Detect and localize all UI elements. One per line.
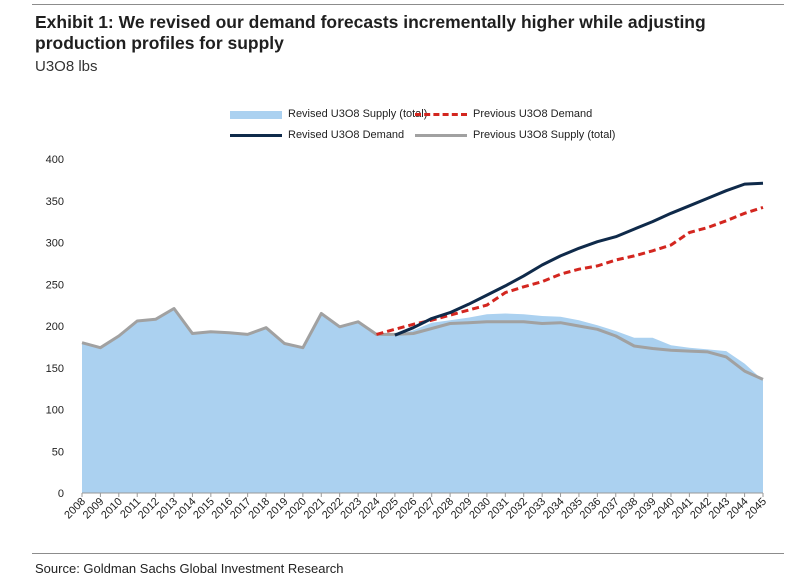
- legend-item-revised-supply: Revised U3O8 Supply (total): [230, 108, 427, 120]
- legend-swatch-previous-supply: [415, 134, 467, 137]
- legend-item-previous-demand: Previous U3O8 Demand: [415, 108, 592, 120]
- y-tick-label: 150: [46, 363, 64, 375]
- series-area-revised-supply: [82, 308, 763, 493]
- y-tick-label: 250: [46, 279, 64, 291]
- y-tick-label: 50: [52, 446, 64, 458]
- y-tick-label: 350: [46, 196, 64, 208]
- y-tick-label: 200: [46, 321, 64, 333]
- top-rule: [32, 4, 784, 5]
- legend-label-previous-supply: Previous U3O8 Supply (total): [473, 129, 616, 141]
- bottom-rule: [32, 553, 784, 554]
- chart-legend: Revised U3O8 Supply (total) Previous U3O…: [230, 108, 650, 148]
- legend-swatch-revised-supply: [230, 111, 282, 119]
- x-tick-label: 2045: [743, 496, 769, 522]
- source-note: Source: Goldman Sachs Global Investment …: [35, 561, 344, 576]
- series-line-previous-supply: [81, 307, 764, 381]
- y-tick-label: 400: [46, 154, 64, 166]
- legend-label-previous-demand: Previous U3O8 Demand: [473, 108, 593, 120]
- legend-swatch-revised-demand: [230, 134, 282, 137]
- y-tick-label: 300: [46, 238, 64, 250]
- legend-item-revised-demand: Revised U3O8 Demand: [230, 129, 404, 141]
- legend-swatch-previous-demand: [415, 113, 467, 116]
- legend-label-revised-supply: Revised U3O8 Supply (total): [288, 108, 428, 120]
- exhibit-title: Exhibit 1: We revised our demand forecas…: [35, 12, 706, 53]
- legend-item-previous-supply: Previous U3O8 Supply (total): [415, 129, 615, 141]
- series-line-revised-demand: [394, 181, 764, 337]
- series-line-previous-demand: [376, 205, 764, 336]
- unit-subtitle: U3O8 lbs: [35, 58, 98, 75]
- y-tick-label: 0: [58, 488, 64, 500]
- y-tick-label: 100: [46, 405, 64, 417]
- legend-label-revised-demand: Revised U3O8 Demand: [288, 129, 405, 141]
